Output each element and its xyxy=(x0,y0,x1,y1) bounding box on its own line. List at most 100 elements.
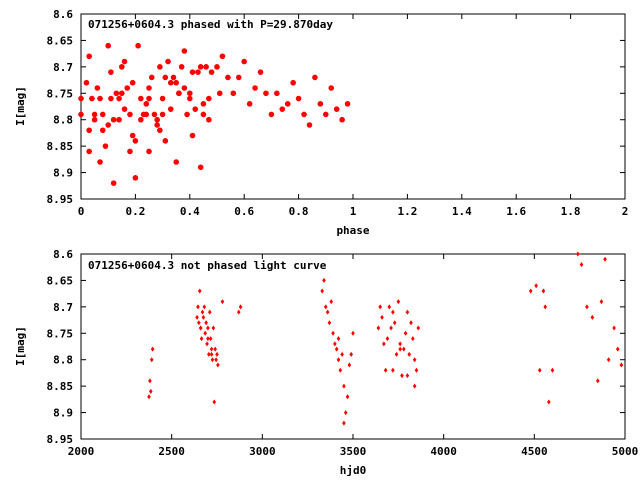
phased-data-point xyxy=(167,79,174,86)
unphased-data-point xyxy=(211,325,216,331)
unphased-data-point xyxy=(403,330,408,336)
unphased-data-point xyxy=(204,320,208,326)
unphased-data-point xyxy=(331,330,335,336)
phased-y-tick-label: 8.7 xyxy=(53,61,73,74)
unphased-data-point xyxy=(550,367,555,373)
phased-y-tick-label: 8.6 xyxy=(53,8,73,21)
phased-data-point xyxy=(274,90,280,97)
phased-data-point xyxy=(97,159,103,165)
unphased-data-point xyxy=(340,351,344,357)
unphased-data-point xyxy=(398,341,402,347)
phased-data-point xyxy=(89,95,95,102)
unphased-data-point xyxy=(206,325,210,331)
phased-data-point xyxy=(317,101,324,107)
unphased-data-point xyxy=(149,388,153,394)
phased-data-point xyxy=(91,111,98,118)
unphased-data-point xyxy=(336,357,341,363)
phased-data-point xyxy=(284,101,291,107)
unphased-data-point xyxy=(209,346,214,352)
unphased-data-point xyxy=(195,314,199,320)
unphased-data-point xyxy=(349,351,353,357)
phased-data-point xyxy=(78,95,84,102)
phased-data-point xyxy=(127,111,133,118)
unphased-y-tick-label: 8.9 xyxy=(53,407,73,420)
phased-data-point xyxy=(157,64,163,70)
unphased-x-tick-label: 2000 xyxy=(68,445,95,458)
phased-data-point xyxy=(176,90,182,97)
unphased-data-point xyxy=(391,309,395,315)
phased-data-point xyxy=(151,111,158,118)
unphased-data-point xyxy=(345,394,350,400)
phased-data-point xyxy=(189,69,196,75)
phased-data-point xyxy=(235,74,242,81)
unphased-data-point xyxy=(238,304,243,310)
unphased-axis-ticks: 2000 2500 3000 3500 4000 4500 5000 8.6 8.65 8.7 8.… xyxy=(47,248,639,458)
phased-y-axis-label: I[mag] xyxy=(14,86,27,126)
phased-data-point xyxy=(83,79,90,86)
phased-data-point xyxy=(110,180,117,186)
phased-data-point xyxy=(219,53,226,60)
unphased-data-point xyxy=(547,399,551,405)
phased-data-point xyxy=(86,53,92,60)
unphased-data-point xyxy=(411,336,415,342)
unphased-data-point xyxy=(414,367,419,373)
phased-x-tick-label: 1 xyxy=(350,205,357,218)
phased-data-point xyxy=(127,148,133,155)
unphased-data-point xyxy=(590,314,595,320)
phased-x-tick-label: 0.6 xyxy=(234,205,254,218)
phased-data-point xyxy=(181,85,188,91)
unphased-data-point xyxy=(412,383,417,389)
unphased-data-point xyxy=(407,351,412,357)
unphased-data-point xyxy=(198,325,203,331)
unphased-data-point xyxy=(389,325,393,331)
unphased-data-point xyxy=(383,367,388,373)
phased-data-point xyxy=(129,132,136,139)
phased-data-point xyxy=(173,79,179,86)
phased-data-point xyxy=(91,116,98,123)
phased-data-point xyxy=(116,95,122,102)
phased-x-tick-label: 1.2 xyxy=(397,205,417,218)
unphased-data-point xyxy=(149,357,154,363)
unphased-data-point xyxy=(213,346,217,352)
phased-data-point xyxy=(105,42,111,49)
phased-data-point xyxy=(200,111,207,118)
phased-x-tick-label: 1.4 xyxy=(452,205,472,218)
phased-data-point xyxy=(105,122,111,128)
unphased-data-point xyxy=(214,357,218,363)
phased-y-tick-label: 8.85 xyxy=(47,140,74,153)
phased-data-point xyxy=(323,111,329,118)
unphased-x-tick-label: 4000 xyxy=(430,445,457,458)
phased-data-point xyxy=(99,111,106,118)
phased-data-point xyxy=(295,95,302,102)
phased-data-point xyxy=(195,69,201,75)
phased-data-point xyxy=(78,111,84,118)
phased-data-point xyxy=(197,164,204,171)
phased-light-curve-chart: 0 0.2 0.4 0.6 0.8 1 1.2 1.4 1.6 1.8 2 8.6 8.65 8.7 8.7… xyxy=(14,8,628,237)
phased-data-point xyxy=(263,90,269,97)
phased-data-point xyxy=(138,116,144,123)
unphased-data-point xyxy=(201,314,206,320)
unphased-data-point xyxy=(322,277,326,283)
phased-data-point xyxy=(241,58,247,65)
phased-data-point xyxy=(159,111,166,118)
unphased-x-tick-label: 3500 xyxy=(340,445,367,458)
unphased-data-point xyxy=(147,394,151,400)
phased-data-point xyxy=(102,143,109,149)
phased-x-tick-label: 0 xyxy=(78,205,85,218)
phased-x-tick-label: 0.8 xyxy=(289,205,309,218)
unphased-data-point xyxy=(148,378,152,384)
phased-data-point xyxy=(214,64,220,70)
phased-data-point xyxy=(108,95,114,102)
phased-data-point xyxy=(301,111,307,118)
phased-data-point xyxy=(119,64,125,70)
phased-data-point xyxy=(162,138,169,144)
unphased-x-tick-label: 4500 xyxy=(521,445,548,458)
unphased-data-point xyxy=(537,367,542,373)
phased-data-point xyxy=(146,85,152,91)
unphased-data-point xyxy=(347,362,352,368)
unphased-data-point xyxy=(585,304,589,310)
unphased-data-point xyxy=(196,304,200,310)
unphased-data-point xyxy=(541,288,546,294)
unphased-data-point xyxy=(405,309,410,315)
unphased-data-point xyxy=(208,336,213,342)
